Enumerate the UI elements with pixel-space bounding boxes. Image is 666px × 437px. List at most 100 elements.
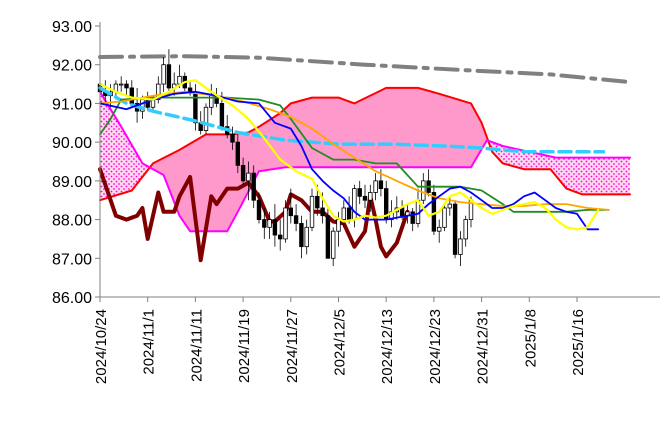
- candle-body: [452, 203, 458, 255]
- cloud-segment: [542, 154, 546, 170]
- candle-body: [240, 164, 246, 182]
- candle-body: [336, 219, 341, 232]
- cloud-segment: [385, 87, 390, 168]
- cloud-segment: [547, 155, 551, 170]
- cloud-segment: [134, 149, 138, 188]
- cloud-segment: [126, 135, 130, 193]
- cloud-segment: [224, 134, 228, 232]
- cloud-segment: [322, 97, 326, 168]
- cloud-segment: [311, 97, 315, 168]
- candle-body: [283, 207, 288, 240]
- cloud-segment: [197, 136, 201, 232]
- cloud-segment: [476, 112, 480, 160]
- cloud-segment: [261, 122, 265, 172]
- cloud-segment: [611, 157, 615, 195]
- candle-body: [431, 192, 437, 232]
- cloud-segment: [598, 157, 601, 195]
- cloud-segment: [359, 99, 363, 168]
- cloud-segment: [203, 133, 207, 232]
- cloud-segment: [582, 157, 585, 195]
- cloud-segment: [516, 148, 519, 168]
- cloud-segment: [404, 87, 408, 168]
- candle-body: [256, 199, 262, 220]
- cloud-segment: [290, 102, 294, 168]
- cloud-segment: [433, 91, 437, 168]
- cloud-segment: [370, 93, 374, 168]
- cloud-segment: [524, 150, 527, 170]
- x-tick-label: 2024/12/5: [332, 309, 349, 376]
- cloud-segment: [340, 98, 345, 168]
- candle-body: [436, 226, 442, 232]
- cloud-segment: [362, 97, 366, 168]
- cloud-segment: [423, 89, 427, 168]
- candle-body: [421, 180, 426, 201]
- cloud-segment: [271, 115, 276, 170]
- cloud-segment: [226, 134, 231, 232]
- cloud-segment: [121, 126, 124, 194]
- cloud-segment: [287, 102, 292, 168]
- cloud-segment: [139, 158, 143, 181]
- candle-body: [119, 83, 124, 86]
- cloud-segment: [200, 135, 204, 232]
- cloud-segment: [211, 134, 215, 232]
- cloud-segment: [221, 134, 225, 232]
- cloud-segment: [627, 157, 630, 195]
- cloud-segment: [269, 117, 273, 170]
- cloud-segment: [399, 87, 403, 168]
- cloud-segment: [587, 157, 591, 195]
- candle-body: [373, 180, 378, 193]
- cloud-segment: [600, 157, 604, 195]
- x-tick-label: 2024/11/11: [188, 309, 205, 382]
- series-line-long-moving-average: [98, 54, 632, 85]
- cloud-segment: [375, 91, 379, 168]
- candle-body: [272, 219, 278, 236]
- cloud-segment: [616, 157, 620, 195]
- cloud-segment: [537, 153, 540, 170]
- cloud-segment: [401, 87, 406, 168]
- candle-body: [129, 87, 134, 104]
- cloud-segment: [107, 104, 111, 198]
- candle-body: [362, 195, 368, 201]
- candle-body: [463, 219, 468, 240]
- y-tick-label: 91.00: [52, 96, 92, 113]
- candle-body: [309, 195, 315, 228]
- cloud-segment: [113, 113, 116, 197]
- candle-body: [267, 219, 272, 228]
- series-line-conversion-line: [99, 90, 600, 231]
- y-tick-label: 87.00: [52, 251, 92, 268]
- cloud-segment: [412, 87, 416, 168]
- cloud-segment: [603, 157, 607, 195]
- cloud-segment: [441, 94, 445, 168]
- cloud-segment: [264, 121, 268, 171]
- cloud-segment: [460, 99, 464, 168]
- candle-body: [193, 91, 198, 124]
- candle-body: [277, 234, 283, 240]
- axes-layer: 86.00 87.00 88.00 89.00 90.00 91.00 92.00 93.00…: [52, 19, 660, 384]
- candle-body: [368, 192, 373, 201]
- cloud-segment: [566, 157, 570, 190]
- cloud-segment: [309, 97, 313, 168]
- cloud-segment: [216, 134, 220, 232]
- cloud-segment: [545, 155, 548, 170]
- x-tick-label: 2024/11/27: [284, 309, 301, 383]
- candle-body: [288, 207, 293, 217]
- cloud-segment: [619, 157, 623, 195]
- cloud-segment: [282, 107, 286, 169]
- cloud-segment: [579, 157, 583, 195]
- cloud-segment: [563, 157, 567, 189]
- cloud-segment: [213, 134, 217, 232]
- candle-body: [246, 172, 251, 182]
- cloud-segment: [388, 87, 392, 168]
- x-tick-label: 2024/12/23: [427, 309, 444, 384]
- x-tick-label: 2024/10/24: [93, 309, 110, 384]
- x-tick-label: 2024/11/19: [236, 309, 253, 383]
- cloud-segment: [553, 157, 556, 176]
- cloud-segment: [129, 140, 132, 192]
- candle-body: [262, 219, 267, 228]
- candle-body: [315, 195, 320, 209]
- cloud-segment: [377, 90, 382, 168]
- cloud-layer: [100, 87, 630, 233]
- cloud-segment: [569, 157, 572, 191]
- y-tick-label: 89.00: [52, 174, 92, 191]
- cloud-segment: [539, 154, 543, 170]
